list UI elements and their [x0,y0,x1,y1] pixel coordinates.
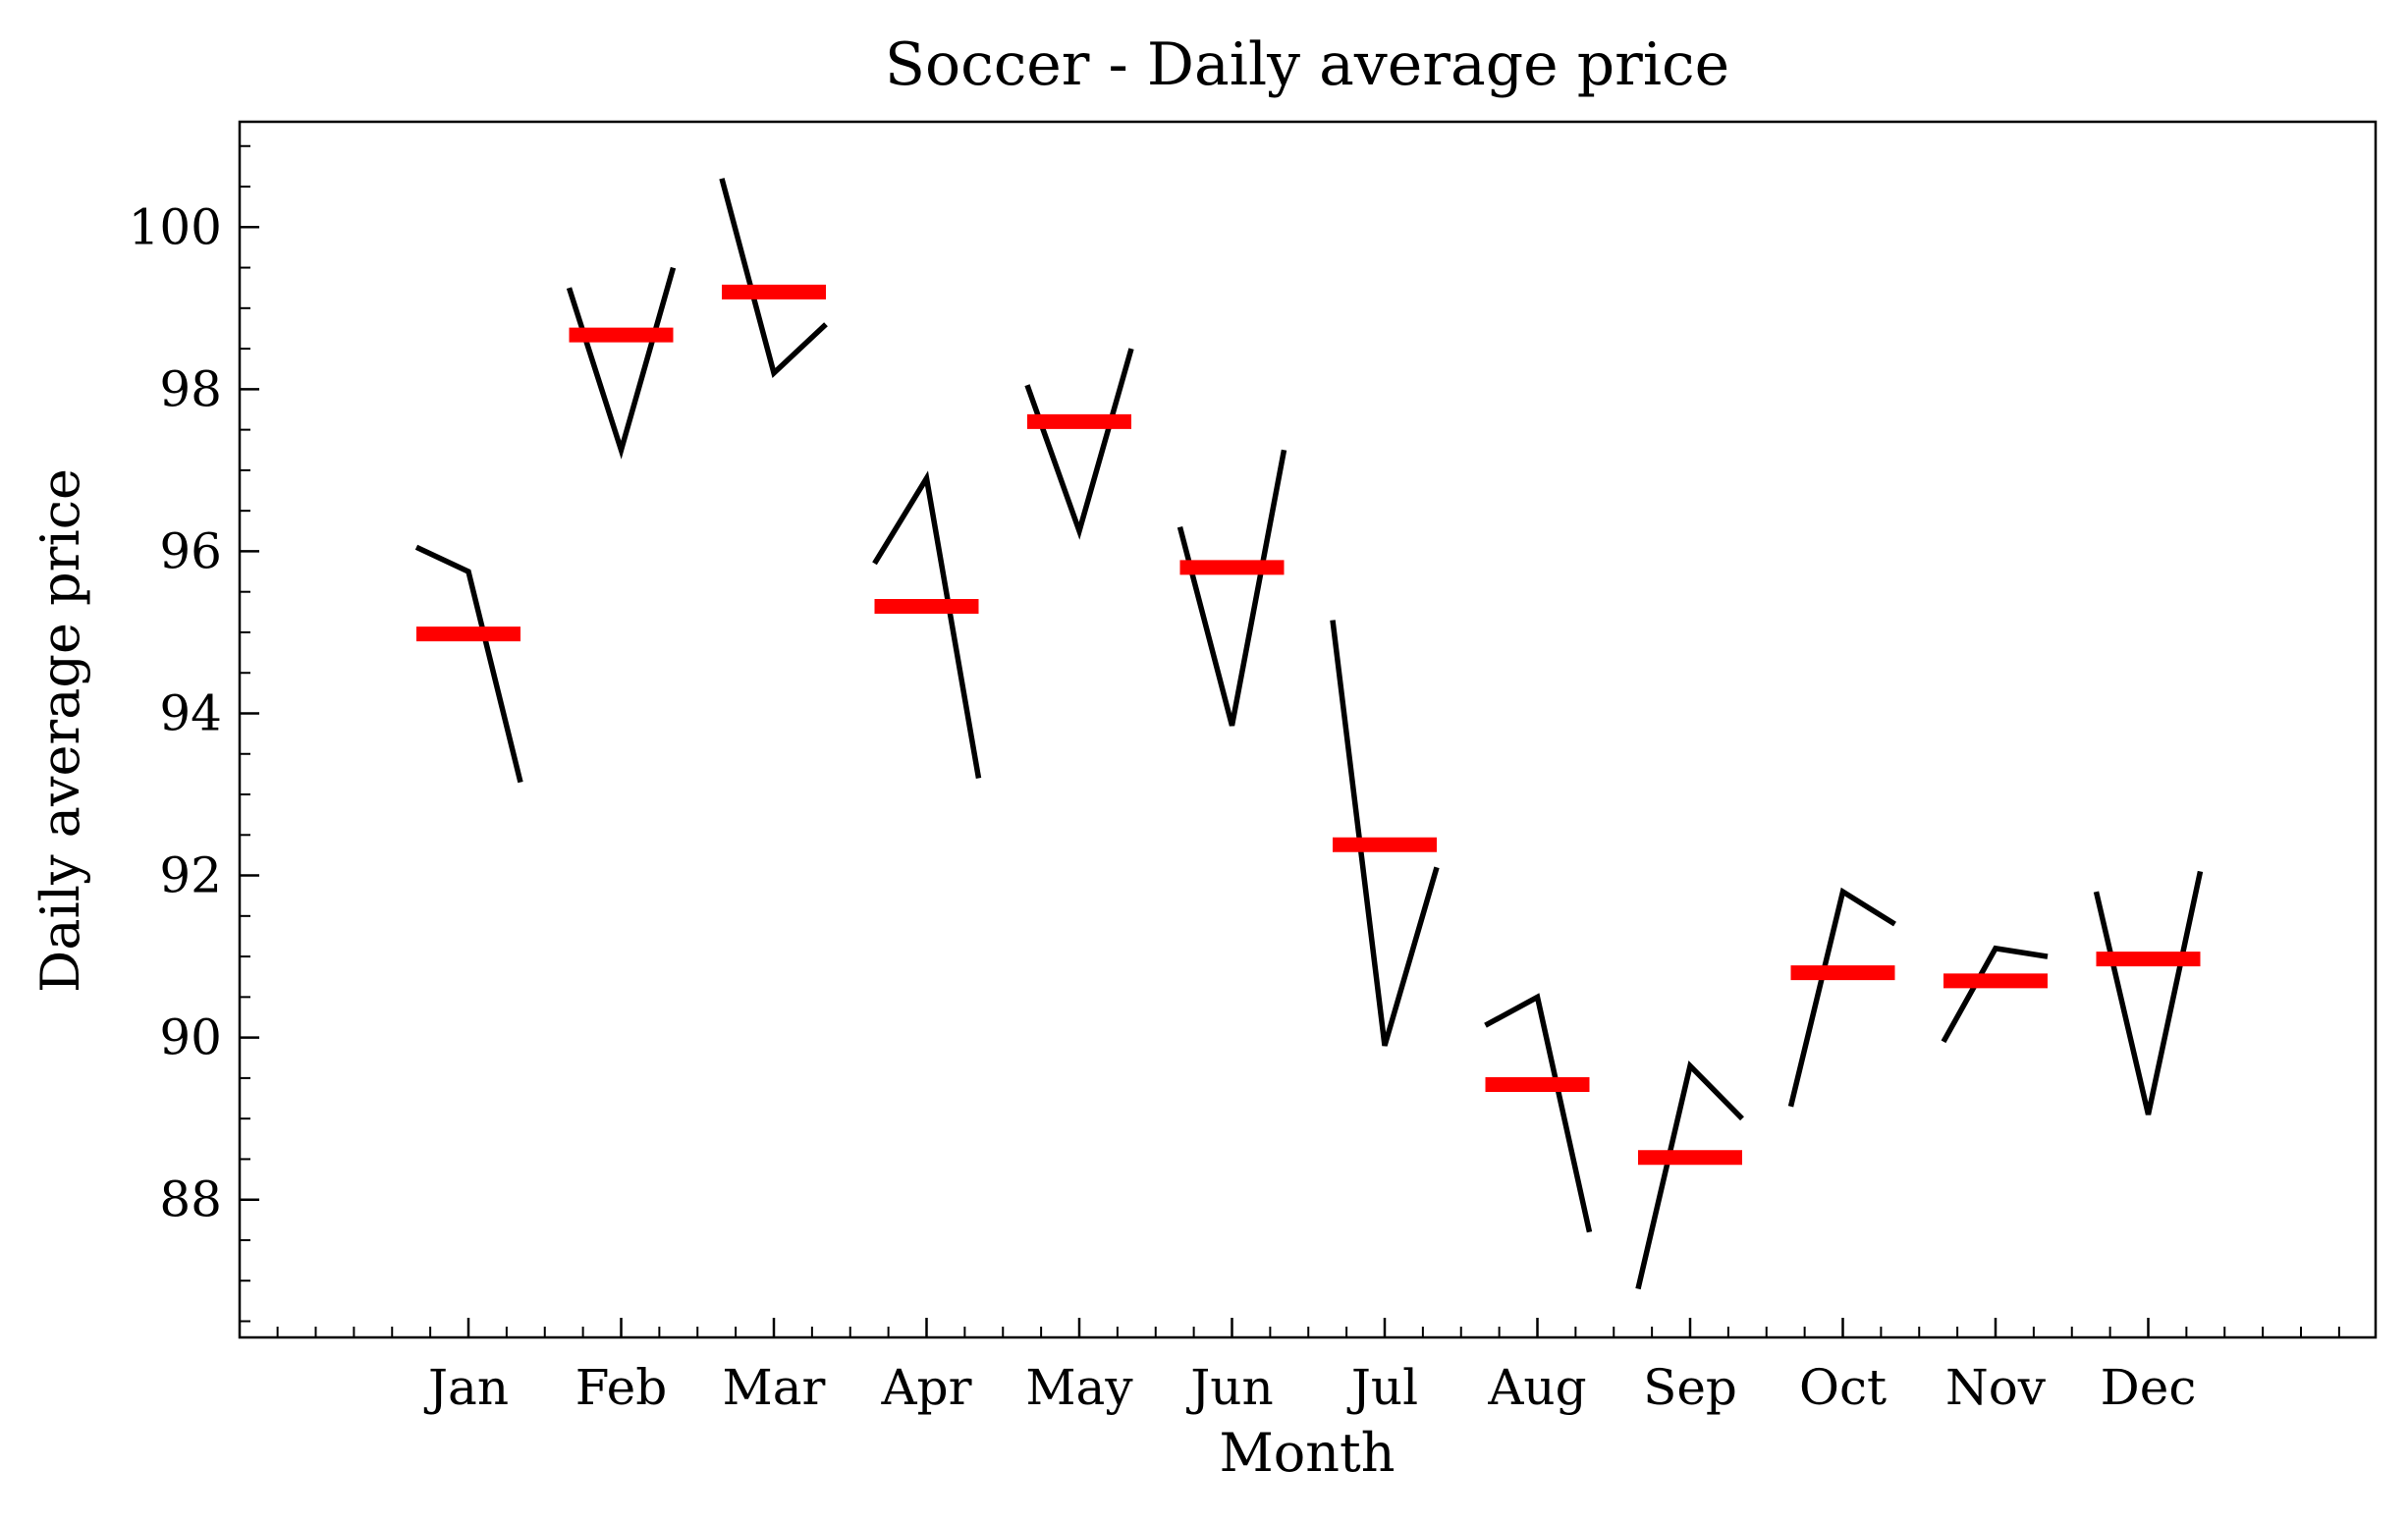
x-tick-label: Nov [1945,1359,2047,1416]
month-subseries-line [1787,887,1896,1108]
x-tick-label: Dec [2101,1359,2197,1416]
x-tick-label: Oct [1799,1359,1887,1416]
y-axis-label: Daily average price [29,468,91,993]
month-subseries-line [719,178,828,379]
x-tick-label: May [1025,1359,1133,1416]
y-tick-label: 98 [159,360,222,417]
x-tick-label: Apr [880,1359,971,1416]
chart-marks: 88 90 92 94 96 98 100 Jan Feb Mar Apr May Jun Jul Aug S… [129,144,2340,1416]
month-subseries-line [1177,449,1287,727]
x-tick-label: Aug [1487,1359,1586,1416]
month-subseries-line [1484,993,1593,1233]
y-tick-label: 96 [159,522,222,579]
y-tick-label: 88 [159,1171,222,1228]
x-tick-label: Sep [1643,1359,1737,1416]
month-subseries-line [1635,1061,1744,1290]
y-tick-label: 90 [159,1009,222,1066]
x-tick-label: Mar [723,1359,826,1416]
x-tick-label: Feb [575,1359,668,1416]
x-tick-label: Jun [1185,1359,1273,1416]
chart-title: Soccer - Daily average price [885,30,1729,99]
month-subseries-line [414,544,523,784]
y-tick-label: 100 [129,198,222,255]
month-subseries-line [1024,348,1134,540]
y-tick-label: 94 [159,684,222,741]
x-tick-label: Jul [1346,1359,1418,1416]
y-tick-label: 92 [159,847,222,904]
month-subseries-line [872,470,982,779]
month-subseries-line [1330,620,1440,1047]
month-subseries-line [1941,945,2049,1044]
x-axis-label: Month [1219,1422,1395,1484]
x-tick-label: Jan [423,1359,509,1416]
plot-frame [238,120,2378,1339]
